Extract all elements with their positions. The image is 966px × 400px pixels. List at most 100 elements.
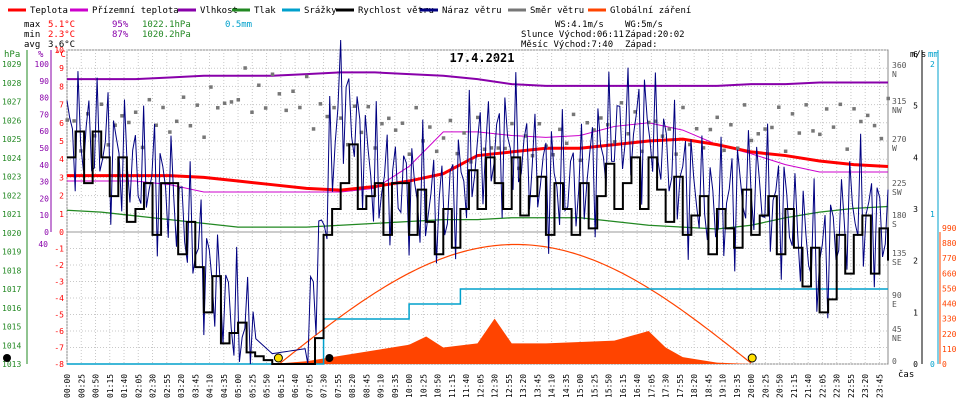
rain-tick: 2 [930,60,935,69]
wind-direction-point [147,97,152,102]
wind-direction-point [161,105,165,110]
humidity-tick: 80 [39,94,49,103]
wind-direction-letter: S [892,220,897,229]
x-tick-label: 23:45 [875,374,884,398]
wind-direction-point [523,134,528,138]
x-tick-label: 22:55 [847,374,856,398]
wind-direction-point [250,110,254,115]
chart-title: 17.4.2021 [449,51,514,65]
legend-label: Směr větru [530,6,584,16]
wind-direction-point [346,142,350,147]
x-tick-label: 20:00 [747,374,756,398]
wind-direction-point [742,103,747,107]
wind-direction-point [865,113,870,118]
pressure-tick: 1024 [2,154,21,163]
humidity-axis-title: % [38,50,44,60]
wind-direction-point [558,127,562,132]
global-radiation-area [272,318,752,364]
wind-direction-point [462,131,466,135]
wind-direction-point [633,110,637,114]
wind-direction-point [735,146,740,150]
x-tick-label: 05:00 [234,374,243,398]
temperature-tick: 0 [59,228,64,237]
x-tick-label: 10:25 [419,374,428,398]
x-tick-label: 03:20 [177,374,186,398]
wind-direction-point [708,127,713,132]
wind-direction-letter: N [892,70,897,79]
humidity-tick: 30 [39,178,49,187]
radiation-tick: 0 [942,360,947,369]
x-tick-label: 02:05 [134,374,143,398]
x-tick-label: 17:55 [676,374,685,398]
wind-direction-point [640,149,644,154]
wind-direction-point [339,116,343,120]
rain-line [67,288,888,365]
wind-direction-point [359,130,364,135]
wind-speed-summary: WS:4.1m/s [555,20,604,30]
wind-direction-point [647,120,651,125]
wind-direction-point [818,132,822,137]
wind-direction-point [311,127,316,131]
wind-direction-point [99,102,104,106]
x-tick-label: 11:15 [448,374,457,398]
wind-direction-point [797,131,802,135]
wind-direction-point [92,134,97,138]
temperature-tick: 4 [59,155,64,164]
x-tick-label: 12:30 [491,374,500,398]
wind-direction-point [202,135,206,139]
x-tick-label: 01:15 [106,374,115,398]
wind-direction-point [838,102,843,107]
wind-direction-point [879,136,884,141]
wind-direction-point [455,151,459,156]
humidity-tick: 20 [39,194,49,203]
wind-direction-point [270,72,275,76]
legend-label: Teplota [30,6,68,16]
temperature-tick: -8 [54,360,64,369]
x-tick-label: 19:10 [719,374,728,398]
sunrise-text: Slunce Východ:06:11 [521,30,624,40]
moonrise-marker [325,354,334,362]
stats-max-hum: 95% [112,20,129,30]
x-tick-label: 10:50 [434,374,443,398]
x-tick-label: 17:30 [662,374,671,398]
wind-direction-point [777,105,781,109]
stats-min-label: min [24,30,40,40]
pressure-tick: 1023 [2,173,21,182]
radiation-tick: 770 [942,254,957,263]
wind-direction-point [414,105,418,110]
x-tick-label: 08:45 [362,374,371,398]
wind-direction-point [845,147,849,151]
humidity-tick: 90 [39,77,49,86]
wind-direction-point [722,148,726,153]
x-tick-label: 15:00 [576,374,585,398]
wind-direction-point [852,107,856,111]
wind-direction-point [537,121,542,126]
wind-direction-point [195,103,199,107]
wind-direction-point [407,152,412,156]
wind-direction-point [291,89,295,93]
radiation-tick: 330 [942,315,957,324]
wind-direction-point [749,138,754,143]
humidity-tick: 40 [38,240,48,249]
wind-speed-line [67,130,889,365]
wind-direction-point [783,149,788,154]
x-tick-label: 18:20 [690,374,699,398]
wind-direction-point [667,127,672,131]
humidity-tick: 50 [39,144,49,153]
wind-direction-point [619,101,624,105]
wind-direction-point [366,104,371,109]
x-tick-label: 12:55 [505,374,514,398]
temperature-tick: 7 [59,101,64,110]
x-tick-label: 04:10 [206,374,215,398]
x-tick-label: 04:35 [220,374,229,398]
temperature-tick: 6 [59,119,64,128]
wind-direction-point [571,112,576,117]
x-tick-label: 00:00 [63,374,72,398]
pressure-tick: 1021 [2,210,21,219]
temperature-tick: 1 [59,210,64,219]
x-tick-label: 15:50 [605,374,614,398]
x-tick-label: 05:25 [248,374,257,398]
wind-direction-tick: 360 [892,61,907,70]
sunset-marker [747,353,757,363]
